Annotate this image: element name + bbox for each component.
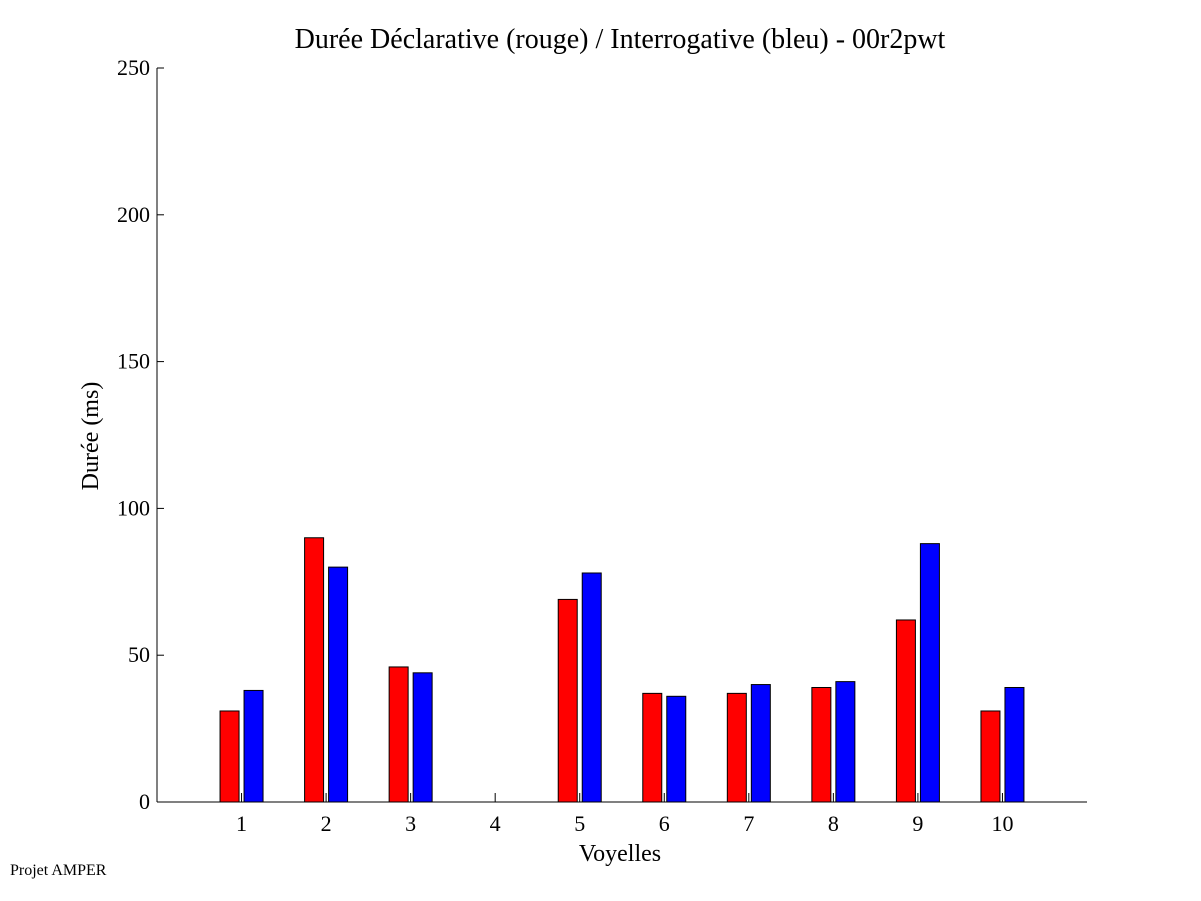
bar-declarative	[726, 692, 747, 803]
bar-declarative	[304, 537, 325, 803]
x-tick-label: 1	[236, 811, 247, 836]
x-axis-label: Voyelles	[579, 841, 661, 867]
bar-interrogative	[666, 695, 687, 803]
x-tick-label: 10	[991, 811, 1013, 836]
x-tick-label: 2	[321, 811, 332, 836]
x-tick-label: 5	[574, 811, 585, 836]
bar-interrogative	[412, 672, 433, 803]
y-tick-label: 150	[117, 349, 150, 374]
x-tick-label: 8	[828, 811, 839, 836]
bars	[219, 537, 1025, 803]
bar-interrogative	[243, 689, 264, 803]
bar-declarative	[557, 598, 578, 803]
y-tick-label: 0	[139, 789, 150, 814]
axes	[156, 68, 1087, 803]
x-tick-label: 7	[743, 811, 754, 836]
bar-declarative	[811, 686, 832, 803]
bar-interrogative	[919, 543, 940, 803]
y-tick-label: 200	[117, 202, 150, 227]
x-tick-label: 4	[490, 811, 501, 836]
ticks: 0 50 100 150 200 250 1 2 3 4 5 6 7 8 9 10	[117, 55, 1013, 836]
y-axis-label: Durée (ms)	[78, 382, 104, 491]
bar-declarative	[388, 666, 409, 803]
x-tick-label: 9	[912, 811, 923, 836]
bar-interrogative	[835, 681, 856, 803]
y-tick-label: 100	[117, 495, 150, 520]
y-tick-label: 250	[117, 55, 150, 80]
bar-interrogative	[750, 684, 771, 803]
bar-interrogative	[1004, 686, 1025, 803]
x-tick-label: 6	[659, 811, 670, 836]
bar-declarative	[642, 692, 663, 803]
bar-declarative	[219, 710, 240, 803]
x-tick-label: 3	[405, 811, 416, 836]
bar-interrogative	[581, 572, 602, 803]
footer-note: Projet AMPER	[10, 862, 107, 879]
chart-title: Durée Déclarative (rouge) / Interrogativ…	[295, 24, 946, 55]
bar-declarative	[895, 619, 916, 803]
bar-declarative	[980, 710, 1001, 803]
bar-interrogative	[328, 566, 349, 803]
y-tick-label: 50	[128, 642, 150, 667]
